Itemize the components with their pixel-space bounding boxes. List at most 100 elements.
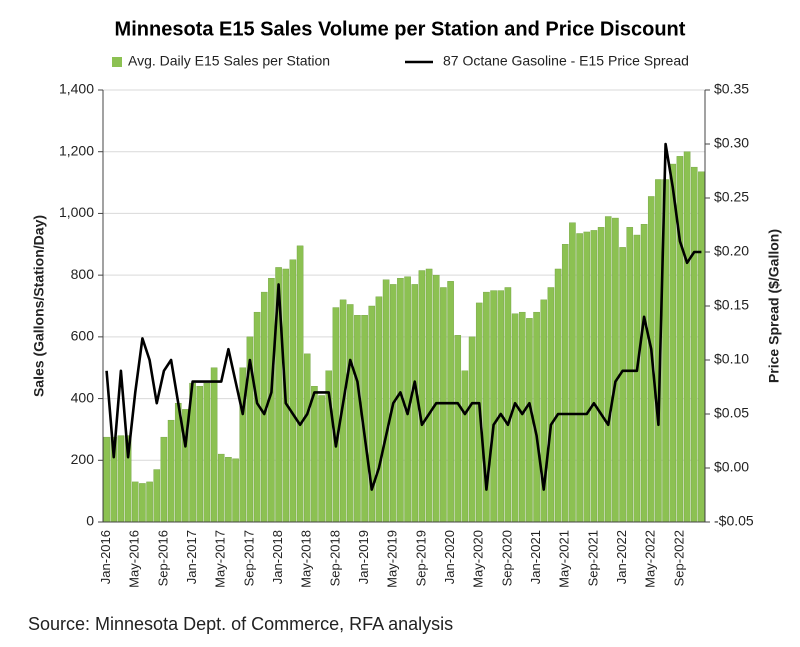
bar — [447, 281, 454, 523]
bar — [440, 287, 447, 523]
y2-tick-label: -$0.05 — [714, 513, 754, 529]
bar — [604, 216, 612, 523]
bar — [683, 151, 691, 523]
bar — [210, 367, 218, 523]
bar — [698, 171, 705, 523]
bar — [382, 279, 390, 523]
bar — [454, 335, 462, 523]
y2-tick-label: $0.00 — [714, 459, 749, 475]
y2-tick-label: $0.25 — [714, 189, 749, 205]
bar — [303, 353, 311, 523]
bar — [354, 315, 361, 523]
y2-tick-label: $0.35 — [714, 81, 749, 97]
bar — [461, 370, 469, 523]
bar — [153, 469, 161, 523]
line — [105, 142, 702, 491]
y-tick-label: 800 — [71, 266, 95, 282]
bar — [504, 287, 512, 523]
x-tick-label: Sep-2017 — [241, 530, 256, 586]
bar — [633, 234, 641, 523]
bar — [425, 268, 433, 523]
bar — [332, 307, 340, 523]
bar — [626, 227, 634, 523]
x-tick-label: Jan-2018 — [270, 530, 285, 584]
bar — [196, 386, 204, 523]
legend-label: 87 Octane Gasoline - E15 Price Spread — [443, 53, 689, 69]
x-tick-label: Sep-2019 — [413, 530, 428, 586]
bar — [612, 217, 619, 523]
bar — [203, 382, 211, 523]
bar — [217, 453, 225, 523]
x-tick-label: Sep-2018 — [327, 530, 342, 586]
bar — [619, 247, 626, 523]
y2-tick-label: $0.15 — [714, 297, 749, 313]
bar — [468, 336, 476, 523]
y-tick-label: 200 — [71, 451, 95, 467]
bar — [296, 245, 304, 523]
bar — [139, 483, 146, 523]
x-tick-label: Sep-2016 — [155, 530, 170, 586]
x-tick-label: May-2017 — [213, 530, 228, 588]
bar — [590, 230, 598, 523]
bar — [232, 458, 239, 523]
bar — [569, 222, 576, 523]
y-tick-label: 1,000 — [59, 204, 94, 220]
bar — [583, 231, 591, 523]
bar — [518, 311, 526, 523]
bar — [676, 156, 684, 523]
bar — [253, 311, 261, 523]
bar — [131, 481, 139, 523]
bar — [225, 457, 232, 523]
bar — [346, 304, 354, 523]
y-tick-label: 400 — [71, 389, 95, 405]
x-tick-label: Jan-2016 — [98, 530, 113, 584]
bar — [576, 233, 583, 523]
x-tick-label: Jan-2020 — [442, 530, 457, 584]
bar — [411, 284, 419, 523]
y2-axis-title: Price Spread ($/Gallon) — [766, 229, 782, 383]
bar — [167, 419, 175, 523]
bar — [490, 290, 497, 523]
legend-swatch — [112, 57, 122, 67]
x-tick-label: Jan-2017 — [184, 530, 199, 584]
y2-tick-label: $0.30 — [714, 135, 749, 151]
bar — [640, 224, 648, 523]
y-tick-label: 0 — [86, 513, 94, 529]
x-tick-label: May-2022 — [643, 530, 658, 588]
legend-label: Avg. Daily E15 Sales per Station — [128, 53, 330, 69]
x-tick-label: Jan-2019 — [356, 530, 371, 584]
bar — [418, 270, 426, 523]
bar — [103, 436, 110, 523]
x-tick-label: Sep-2020 — [499, 530, 514, 586]
bar — [561, 244, 569, 523]
bar — [432, 274, 440, 523]
x-tick-label: May-2020 — [471, 530, 486, 588]
bar — [669, 163, 677, 523]
bar — [690, 166, 698, 523]
bar — [547, 287, 555, 523]
bar — [511, 313, 519, 523]
bar — [526, 318, 533, 523]
bar — [311, 386, 318, 523]
bar — [318, 395, 325, 523]
x-tick-label: Jan-2021 — [528, 530, 543, 584]
y2-tick-label: $0.05 — [714, 405, 749, 421]
y-axis-title: Sales (Gallons/Station/Day) — [31, 215, 47, 397]
x-tick-label: May-2021 — [557, 530, 572, 588]
bar — [160, 436, 168, 523]
bar — [497, 290, 505, 523]
y2-tick-label: $0.20 — [714, 243, 749, 259]
x-tick-label: May-2016 — [127, 530, 142, 588]
x-tick-label: Sep-2022 — [671, 530, 686, 586]
y-tick-label: 1,400 — [59, 81, 94, 97]
y-tick-label: 1,200 — [59, 142, 94, 158]
bar — [117, 435, 125, 523]
y-tick-label: 600 — [71, 328, 95, 344]
chart-title: Minnesota E15 Sales Volume per Station a… — [115, 18, 686, 40]
bar — [533, 311, 540, 523]
y2-tick-label: $0.10 — [714, 351, 749, 367]
bar — [375, 296, 383, 523]
x-tick-label: Sep-2021 — [585, 530, 600, 586]
bar — [146, 481, 153, 523]
